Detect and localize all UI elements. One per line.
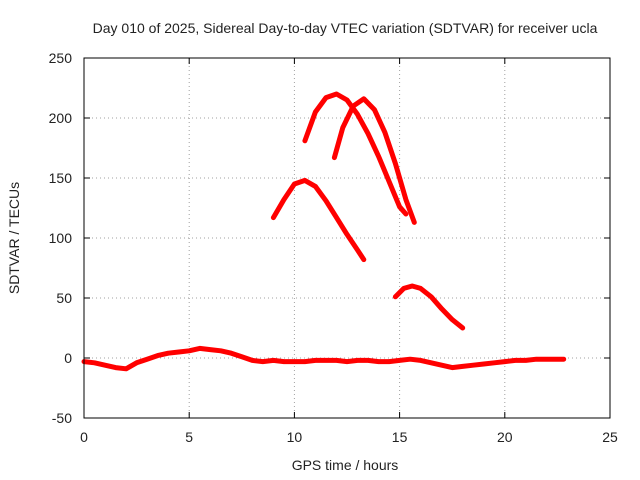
x-axis-label: GPS time / hours [292, 457, 399, 473]
y-tick-label: -50 [52, 410, 72, 426]
x-tick-label: 25 [602, 429, 618, 445]
x-tick-labels: 0 5 10 15 20 25 [80, 429, 618, 445]
y-tick-label: 250 [49, 50, 73, 66]
series-arc-2 [302, 91, 409, 217]
y-tick-label: 100 [49, 230, 73, 246]
series-arc-4 [392, 283, 466, 331]
y-tick-label: 200 [49, 110, 73, 126]
y-tick-label: 50 [56, 290, 72, 306]
y-tick-labels: -50 0 50 100 150 200 250 [49, 50, 73, 426]
y-axis-label: SDTVAR / TECUs [6, 182, 22, 294]
grid [84, 58, 610, 418]
series-arc-1 [270, 177, 367, 263]
axis-ticks [83, 57, 611, 419]
series-baseline [81, 345, 567, 372]
chart-title: Day 010 of 2025, Sidereal Day-to-day VTE… [93, 20, 598, 36]
y-tick-label: 0 [64, 350, 72, 366]
series-arc-3 [331, 96, 417, 225]
x-tick-label: 0 [80, 429, 88, 445]
data-series [81, 91, 567, 372]
x-tick-label: 5 [185, 429, 193, 445]
x-tick-label: 15 [392, 429, 408, 445]
y-tick-label: 150 [49, 170, 73, 186]
x-tick-label: 10 [287, 429, 303, 445]
x-tick-label: 20 [497, 429, 513, 445]
